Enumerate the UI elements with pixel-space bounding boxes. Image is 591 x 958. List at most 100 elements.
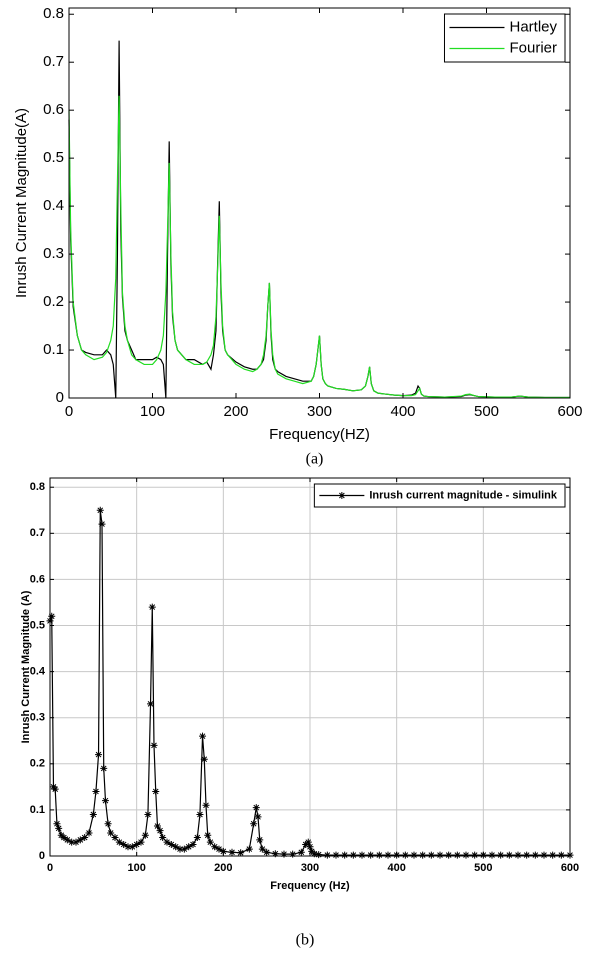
point-marker — [147, 700, 155, 708]
point-marker — [156, 827, 164, 835]
x-tick-label: 100 — [140, 403, 165, 420]
point-marker — [159, 834, 167, 842]
y-tick-label: 0.4 — [30, 666, 46, 678]
point-marker — [531, 851, 539, 859]
x-tick-label: 200 — [223, 403, 248, 420]
point-marker — [124, 843, 132, 851]
point-marker — [55, 824, 63, 832]
series-line — [68, 95, 570, 399]
point-marker — [427, 851, 435, 859]
x-tick-label: 500 — [474, 862, 492, 874]
point-marker — [206, 838, 214, 846]
point-marker — [176, 845, 184, 853]
point-marker — [180, 845, 188, 853]
y-tick-label: 0.7 — [43, 53, 64, 70]
point-marker — [462, 851, 470, 859]
point-marker — [219, 847, 227, 855]
y-tick-label: 0.5 — [43, 149, 64, 166]
y-tick-label: 0.1 — [30, 804, 45, 816]
point-marker — [193, 834, 201, 842]
point-marker — [111, 834, 119, 842]
point-marker — [256, 836, 264, 844]
point-marker — [271, 850, 279, 858]
point-marker — [505, 851, 513, 859]
point-marker — [401, 851, 409, 859]
legend-label: Hartley — [509, 18, 557, 35]
point-marker — [445, 851, 453, 859]
point-marker — [76, 836, 84, 844]
point-marker — [488, 851, 496, 859]
y-axis-label: Inrush Current Magnitude (A) — [20, 590, 32, 743]
x-tick-label: 0 — [47, 862, 53, 874]
point-marker — [167, 840, 175, 848]
y-tick-label: 0.7 — [30, 527, 45, 539]
point-marker — [120, 840, 128, 848]
point-marker — [72, 838, 80, 846]
point-marker — [53, 820, 61, 828]
point-marker — [310, 850, 318, 858]
y-tick-label: 0.4 — [43, 197, 64, 214]
point-marker — [107, 829, 115, 837]
caption: (b) — [296, 932, 315, 949]
caption: (a) — [306, 451, 324, 468]
point-marker — [375, 851, 383, 859]
point-marker — [172, 843, 180, 851]
point-marker — [549, 851, 557, 859]
x-tick-label: 200 — [214, 862, 232, 874]
point-marker — [471, 851, 479, 859]
point-marker — [341, 851, 349, 859]
point-marker — [96, 506, 104, 514]
point-marker — [540, 851, 548, 859]
point-marker — [144, 811, 152, 819]
point-marker — [245, 845, 253, 853]
x-axis-label: Frequency(HZ) — [269, 426, 370, 443]
point-marker — [323, 851, 331, 859]
point-marker — [153, 822, 161, 830]
x-tick-label: 300 — [307, 403, 332, 420]
point-marker — [228, 848, 236, 856]
point-marker — [497, 851, 505, 859]
y-tick-label: 0 — [56, 389, 64, 406]
point-marker — [254, 813, 262, 821]
point-marker — [250, 820, 258, 828]
legend-box — [313, 483, 566, 508]
point-marker — [48, 612, 56, 620]
point-marker — [419, 851, 427, 859]
y-axis-label: Inrush Current Magnitude(A) — [13, 108, 30, 298]
point-marker — [63, 836, 71, 844]
point-marker — [358, 851, 366, 859]
point-marker — [410, 851, 418, 859]
point-marker — [315, 851, 323, 859]
y-tick-label: 0.3 — [43, 245, 64, 262]
x-tick-label: 600 — [561, 862, 579, 874]
point-marker — [523, 851, 531, 859]
point-marker — [128, 843, 136, 851]
x-axis-label: Frequency (Hz) — [270, 880, 350, 892]
point-marker — [98, 520, 106, 528]
point-marker — [51, 785, 59, 793]
point-marker — [196, 811, 204, 819]
point-marker — [148, 603, 156, 611]
x-tick-label: 0 — [65, 403, 73, 420]
point-marker — [384, 851, 392, 859]
point-marker — [133, 840, 141, 848]
point-marker — [60, 834, 68, 842]
point-marker — [185, 843, 193, 851]
point-marker — [215, 845, 223, 853]
y-tick-label: 0.3 — [30, 712, 45, 724]
point-marker — [150, 741, 158, 749]
point-marker — [202, 801, 210, 809]
legend-label: Fourier — [509, 39, 557, 56]
y-tick-label: 0.2 — [43, 293, 64, 310]
point-marker — [95, 751, 103, 759]
point-marker — [137, 838, 145, 846]
x-tick-label: 400 — [390, 403, 415, 420]
point-marker — [252, 804, 260, 812]
point-marker — [101, 797, 109, 805]
point-marker — [141, 831, 149, 839]
point-marker — [297, 848, 305, 856]
point-marker — [263, 848, 271, 856]
point-marker — [557, 851, 565, 859]
